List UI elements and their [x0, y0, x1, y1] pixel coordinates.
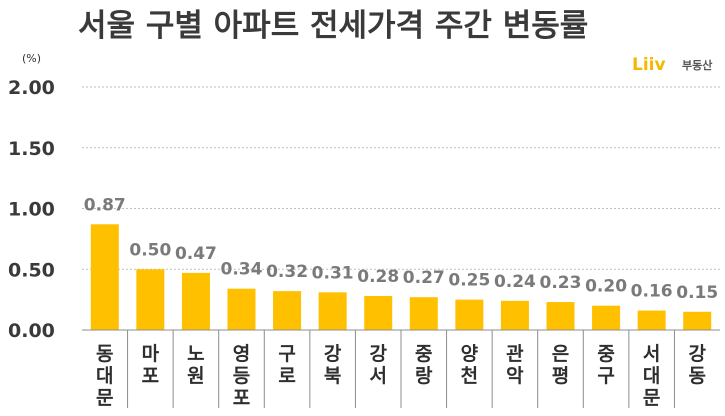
- bar: [500, 300, 529, 330]
- brand-logo: Liiv 부동산: [632, 55, 712, 75]
- bar: [455, 299, 484, 330]
- grid-lines: [82, 86, 720, 270]
- y-tick-label: 2.00: [8, 77, 55, 99]
- value-label: 0.28: [357, 267, 399, 287]
- value-label: 0.50: [129, 240, 171, 260]
- y-tick-label: 1.00: [8, 199, 55, 221]
- y-tick-label: 0.50: [8, 259, 55, 281]
- value-label: 0.31: [312, 263, 354, 283]
- value-label: 0.87: [84, 195, 126, 215]
- bar: [409, 297, 438, 330]
- value-label: 0.34: [221, 260, 263, 280]
- bar: [227, 288, 256, 330]
- y-unit-label: (%): [22, 52, 41, 65]
- bar: [637, 310, 666, 330]
- value-label: 0.20: [585, 277, 627, 297]
- liiv-logo: Liiv: [632, 55, 666, 75]
- bar: [318, 292, 347, 330]
- value-label: 0.27: [403, 268, 445, 288]
- bar: [90, 224, 119, 330]
- y-tick-label: 0.00: [8, 320, 55, 342]
- bar: [364, 295, 393, 330]
- bars: [90, 224, 712, 330]
- value-label: 0.47: [175, 244, 217, 264]
- bar: [136, 269, 165, 330]
- value-label: 0.25: [448, 271, 490, 291]
- bar: [273, 291, 302, 330]
- value-label: 0.23: [540, 273, 582, 293]
- value-label: 0.32: [266, 262, 308, 282]
- value-label: 0.15: [676, 283, 718, 303]
- y-axis-ticks: 0.00 0.50 1.00 1.50 2.00: [8, 77, 55, 342]
- value-label: 0.16: [631, 282, 673, 302]
- value-labels: 0.87 0.50 0.470.34 0.32 0.31 0.28 0.27 0.25 0.24…: [84, 195, 718, 302]
- value-label: 0.24: [494, 272, 536, 292]
- bar: [683, 311, 712, 330]
- bar: [546, 302, 575, 330]
- category-labels: 동 대 문 마 포 노 원 영 등 포 구 로 강 북 강 서 중 랑 양 천 관 악 은 평 중 구 서 대 문 강 동: [96, 330, 706, 409]
- bar: [592, 305, 621, 330]
- bar: [181, 272, 210, 330]
- chart-title: 서울 구별 아파트 전세가격 주간 변동률: [78, 8, 588, 44]
- y-tick-label: 1.50: [8, 138, 55, 160]
- brand-name: 부동산: [682, 58, 712, 72]
